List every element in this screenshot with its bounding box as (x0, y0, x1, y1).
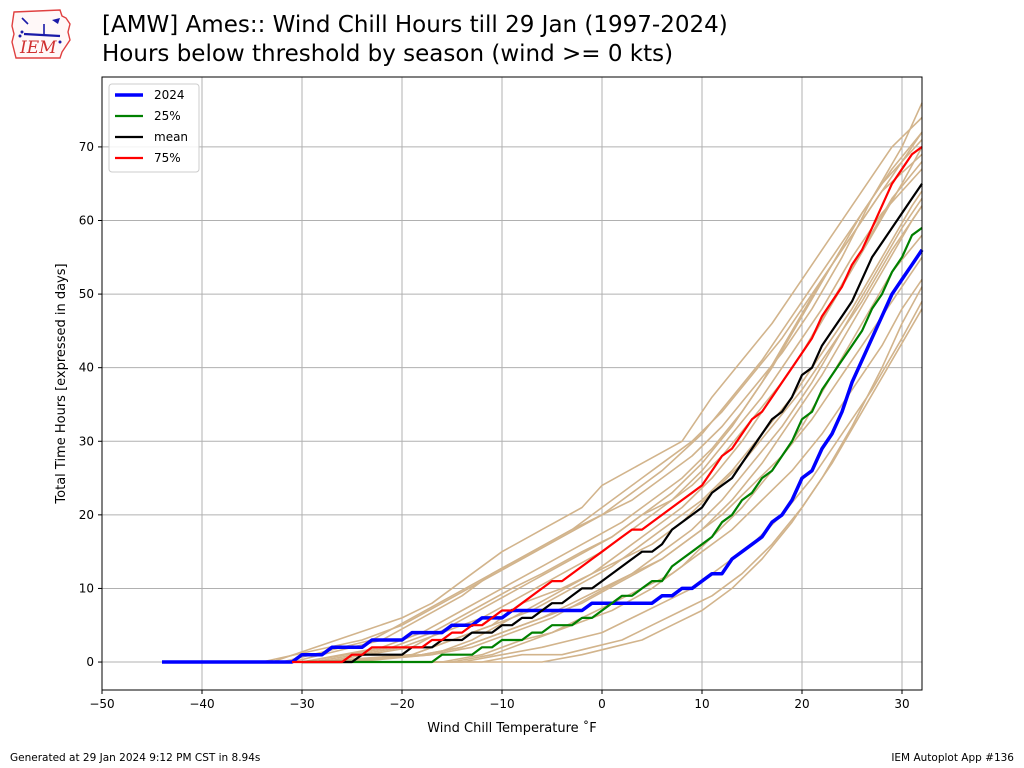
series-line-season (352, 278, 923, 663)
y-axis: 0 10 20 30 40 50 60 70 (79, 140, 102, 669)
x-tick-label: −40 (189, 697, 214, 711)
x-axis: −50 −40 −30 −20 −10 0 10 20 30 (89, 690, 910, 711)
series-line-season (271, 116, 923, 663)
series-line-season (301, 131, 923, 663)
series-line-season (382, 308, 923, 663)
x-tick-label: 10 (694, 697, 709, 711)
series-line-season (372, 234, 923, 663)
x-tick-label: −10 (489, 697, 514, 711)
series-line-season (301, 168, 923, 663)
series-line-season (341, 205, 923, 663)
footer-app: IEM Autoplot App #136 (891, 752, 1014, 764)
series-line-2024 (162, 248, 924, 664)
chart-title: [AMW] Ames:: Wind Chill Hours till 29 Ja… (102, 12, 728, 38)
y-tick-label: 10 (79, 581, 94, 595)
series-lines (162, 102, 924, 664)
series-line-season (392, 286, 923, 663)
y-tick-label: 20 (79, 508, 94, 522)
y-axis-label: Total Time Hours [expressed in days] (54, 263, 69, 504)
series-line-season (351, 197, 923, 663)
legend-box (108, 83, 200, 173)
series-line-season (341, 161, 923, 663)
legend: 2024 25% mean 75% (108, 83, 200, 173)
y-tick-label: 30 (79, 434, 94, 448)
series-line-75pct (292, 146, 923, 664)
y-tick-label: 60 (79, 213, 94, 227)
chart-subtitle: Hours below threshold by season (wind >=… (102, 41, 674, 67)
y-tick-label: 40 (79, 361, 94, 375)
x-tick-label: −50 (89, 697, 114, 711)
legend-label: 2024 (154, 88, 185, 102)
x-tick-label: 20 (794, 697, 809, 711)
series-line-season (261, 102, 923, 663)
series-line-mean (302, 183, 923, 664)
iem-logo: IEM (8, 6, 80, 66)
series-line-season (281, 131, 923, 663)
y-tick-label: 70 (79, 140, 94, 154)
series-line-season (291, 139, 923, 663)
x-tick-label: −20 (389, 697, 414, 711)
x-tick-label: 30 (894, 697, 909, 711)
series-line-season (331, 190, 923, 663)
footer-generated: Generated at 29 Jan 2024 9:12 PM CST in … (10, 752, 261, 764)
x-tick-label: −30 (289, 697, 314, 711)
legend-label: 75% (154, 151, 181, 165)
legend-label: 25% (154, 109, 181, 123)
logo-text: IEM (19, 38, 57, 58)
legend-label: mean (154, 130, 188, 144)
series-line-season (362, 301, 923, 663)
x-axis-label: Wind Chill Temperature ˚F (427, 720, 597, 736)
series-line-25pct (302, 227, 923, 664)
series-line-season (321, 153, 923, 663)
y-tick-label: 50 (79, 287, 94, 301)
plot-frame (101, 76, 923, 691)
y-tick-label: 0 (86, 655, 94, 669)
x-tick-label: 0 (598, 697, 606, 711)
